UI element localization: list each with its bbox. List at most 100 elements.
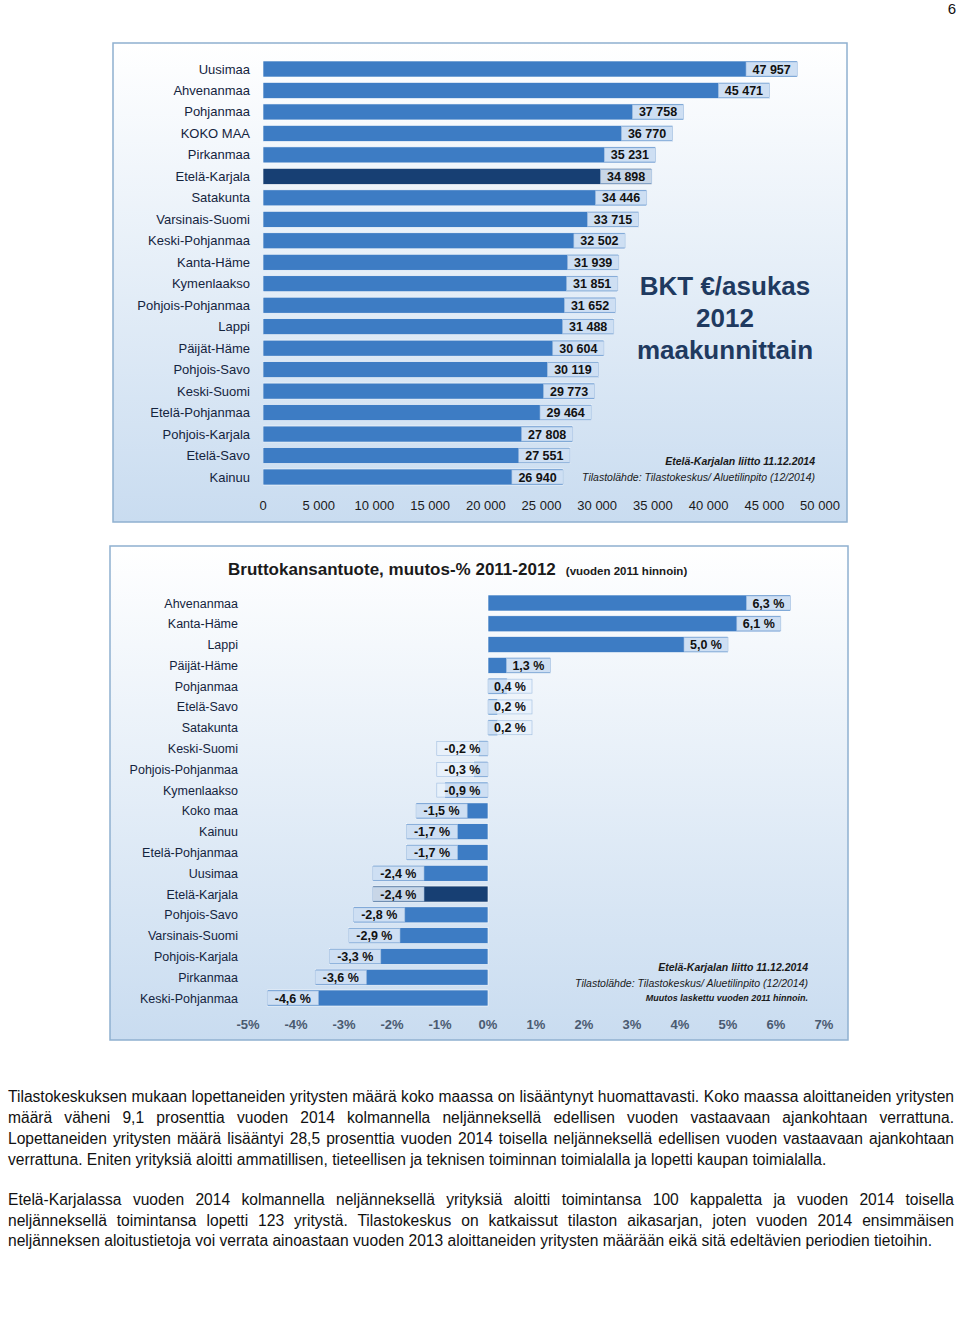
tick-label: 50 000 — [800, 498, 840, 513]
bar — [263, 211, 639, 227]
chart-subtitle: (vuoden 2011 hinnoin) — [566, 565, 688, 577]
label-box — [564, 298, 615, 312]
label-box — [563, 320, 614, 334]
category-label: Pohjois-Karjala — [154, 950, 238, 964]
tick-label: -3% — [332, 1017, 356, 1032]
category-label: Etelä-Savo — [177, 700, 238, 714]
label-box — [522, 427, 573, 441]
labels: Ahvenanmaa6,3 %Kanta-Häme6,1 %Lappi5,0 %… — [130, 596, 791, 1006]
bar — [330, 948, 488, 964]
data-label: 31 488 — [569, 320, 607, 334]
data-label: 31 939 — [574, 256, 612, 270]
data-label: 34 446 — [602, 191, 640, 205]
data-label: -2,4 % — [380, 888, 416, 902]
bar — [488, 595, 790, 611]
tick-label: 0 — [259, 498, 266, 513]
label-box — [587, 212, 638, 226]
category-label: Keski-Pohjanmaa — [140, 992, 238, 1006]
data-label: -1,7 % — [414, 825, 450, 839]
data-label: -1,5 % — [424, 804, 460, 818]
bar — [488, 657, 550, 673]
tick-label: 4% — [671, 1017, 690, 1032]
annotation: Muutos laskettu vuoden 2011 hinnoin. — [646, 993, 808, 1003]
label-box — [437, 742, 488, 756]
category-label: Pohjois-Pohjanmaa — [130, 763, 238, 777]
tick-label: 1% — [527, 1017, 546, 1032]
data-label: 47 957 — [753, 63, 791, 77]
label-box — [506, 658, 550, 672]
category-label: Etelä-Karjala — [176, 169, 251, 184]
bar — [263, 426, 573, 442]
tick-label: -5% — [236, 1017, 260, 1032]
label-box — [488, 700, 532, 714]
category-label: Pohjois-Karjala — [163, 427, 251, 442]
data-label: 29 464 — [547, 406, 585, 420]
annotation: Etelä-Karjalan liitto 11.12.2014 — [665, 455, 815, 467]
bar — [263, 168, 652, 184]
label-box — [632, 105, 683, 119]
label-box — [601, 169, 652, 183]
bar — [263, 104, 684, 120]
bar — [406, 844, 488, 860]
bar — [263, 383, 595, 399]
label-box — [596, 191, 647, 205]
bar — [263, 82, 770, 98]
category-label: Lappi — [207, 638, 238, 652]
category-label: Ahvenanmaa — [164, 597, 238, 611]
label-box — [568, 255, 619, 269]
category-label: KOKO MAA — [181, 126, 251, 141]
charts: BKT €/asukas2012maakunnittainEtelä-Karja… — [0, 0, 960, 1080]
label-box — [684, 638, 728, 652]
tick-label: 10 000 — [355, 498, 395, 513]
data-label: 5,0 % — [690, 638, 722, 652]
category-label: Etelä-Karjala — [166, 888, 238, 902]
label-box — [574, 234, 625, 248]
chart-panel — [110, 546, 848, 1040]
category-label: Koko maa — [182, 804, 238, 818]
bar — [263, 297, 616, 313]
annotation: Tilastolähde: Tilastokeskus/ Aluetilinpi… — [582, 471, 815, 483]
bar — [315, 969, 488, 985]
tick-label: 5% — [719, 1017, 738, 1032]
category-label: Satakunta — [182, 721, 238, 735]
tick-label: 35 000 — [633, 498, 673, 513]
data-label: 6,1 % — [743, 617, 775, 631]
bar — [488, 616, 781, 632]
paragraph: Etelä-Karjalassa vuoden 2014 kolmannella… — [8, 1190, 954, 1253]
category-label: Päijät-Häme — [169, 659, 238, 673]
paragraph: Tilastokeskuksen mukaan lopettaneiden yr… — [8, 1087, 954, 1171]
labels: Uusimaa47 957Ahvenanmaa45 471Pohjanmaa37… — [137, 62, 797, 485]
label-box — [373, 887, 424, 901]
label-box — [543, 384, 594, 398]
tick-label: 45 000 — [744, 498, 784, 513]
bar — [263, 233, 625, 249]
category-label: Kanta-Häme — [168, 617, 238, 631]
bar — [373, 865, 488, 881]
label-box — [349, 929, 400, 943]
data-label: -2,8 % — [361, 908, 397, 922]
bar — [263, 319, 614, 335]
data-label: 31 851 — [573, 277, 611, 291]
category-label: Keski-Pohjanmaa — [148, 233, 251, 248]
tick-label: 30 000 — [577, 498, 617, 513]
label-box — [267, 991, 318, 1005]
data-label: 27 551 — [525, 449, 563, 463]
tick-label: -1% — [428, 1017, 452, 1032]
bar — [263, 276, 618, 292]
category-label: Varsinais-Suomi — [148, 929, 238, 943]
title-line: BKT €/asukas — [640, 271, 811, 301]
category-label: Pirkanmaa — [178, 971, 238, 985]
data-label: 36 770 — [628, 127, 666, 141]
data-label: 27 808 — [528, 428, 566, 442]
category-label: Uusimaa — [199, 62, 251, 77]
data-label: -2,9 % — [356, 929, 392, 943]
data-label: 0,2 % — [494, 700, 526, 714]
body-text: Tilastokeskuksen mukaan lopettaneiden yr… — [8, 1087, 954, 1271]
label-box — [437, 783, 488, 797]
category-label: Etelä-Pohjanmaa — [150, 405, 250, 420]
tick-label: 20 000 — [466, 498, 506, 513]
chart: BKT €/asukas2012maakunnittainEtelä-Karja… — [113, 43, 847, 522]
data-label: -0,2 % — [444, 742, 480, 756]
category-label: Satakunta — [191, 190, 250, 205]
data-label: 1,3 % — [512, 659, 544, 673]
